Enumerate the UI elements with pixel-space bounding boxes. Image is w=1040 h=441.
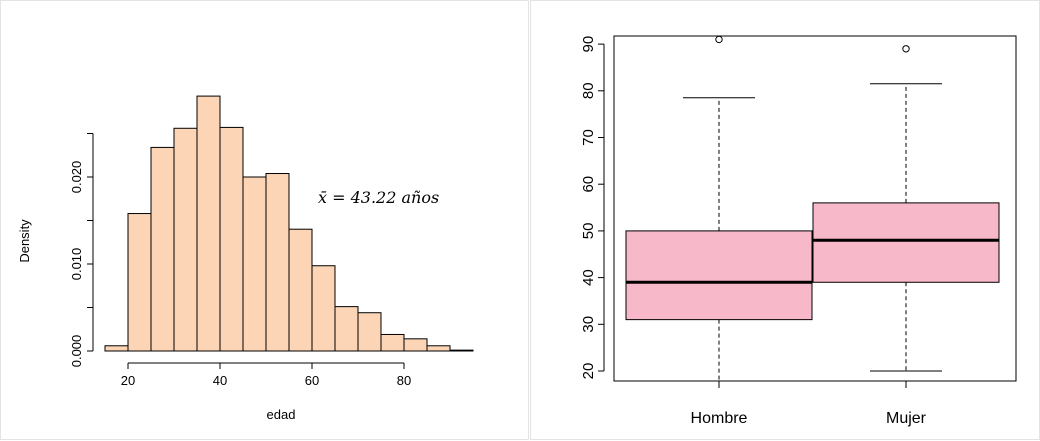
y-tick-label: 20 bbox=[580, 363, 597, 380]
y-tick-label: 0.010 bbox=[69, 248, 84, 281]
y-tick-label: 80 bbox=[580, 82, 597, 99]
boxplot-panel: 20 30 40 50 60 70 80 90 Hombre Mujer bbox=[530, 0, 1040, 440]
y-tick-label: 50 bbox=[580, 223, 597, 240]
x-tick-label: 60 bbox=[305, 373, 319, 388]
age-boxplot: 20 30 40 50 60 70 80 90 Hombre Mujer bbox=[580, 35, 1017, 427]
age-histogram: 20 40 60 80 0.000 0.010 0.020 edad Density x̄ … bbox=[17, 95, 474, 422]
category-label: Hombre bbox=[691, 410, 748, 427]
y-tick-label: 30 bbox=[580, 316, 597, 333]
x-tick-label: 80 bbox=[397, 373, 411, 388]
y-tick-label: 90 bbox=[580, 36, 597, 53]
outlier-point bbox=[902, 45, 910, 53]
histogram-bar bbox=[426, 345, 451, 352]
histogram-bar bbox=[311, 265, 336, 352]
histogram-bar bbox=[288, 228, 313, 352]
y-tick-label: 0.000 bbox=[69, 335, 84, 368]
histogram-bar bbox=[242, 176, 267, 352]
mean-annotation: x̄ = 43.22 años bbox=[318, 188, 439, 207]
x-tick-label: 40 bbox=[213, 373, 227, 388]
histogram-bar bbox=[334, 306, 359, 352]
outlier-point bbox=[715, 35, 723, 44]
histogram-bar bbox=[127, 213, 152, 352]
box-iqr bbox=[812, 202, 1000, 283]
histogram-bar bbox=[449, 349, 474, 352]
histogram-bar bbox=[357, 312, 382, 352]
histogram-bar bbox=[380, 333, 405, 352]
histogram-panel: 20 40 60 80 0.000 0.010 0.020 edad Density x̄ … bbox=[0, 0, 529, 440]
histogram-bar bbox=[173, 127, 198, 352]
y-tick-label: 60 bbox=[580, 176, 597, 193]
histogram-bar bbox=[150, 146, 175, 352]
histogram-bar bbox=[196, 95, 221, 352]
y-tick-label: 70 bbox=[580, 129, 597, 146]
histogram-bar bbox=[265, 173, 290, 352]
histogram-bar bbox=[219, 126, 244, 352]
y-axis-label: Density bbox=[17, 219, 32, 263]
y-tick-label: 40 bbox=[580, 269, 597, 286]
histogram-bar bbox=[104, 345, 129, 352]
category-label: Mujer bbox=[886, 410, 927, 427]
box-iqr bbox=[625, 230, 813, 321]
x-tick-label: 20 bbox=[121, 373, 135, 388]
histogram-bar bbox=[403, 338, 428, 352]
x-axis-label: edad bbox=[267, 407, 296, 422]
y-tick-label: 0.020 bbox=[69, 161, 84, 194]
plot-frame bbox=[613, 35, 1017, 382]
